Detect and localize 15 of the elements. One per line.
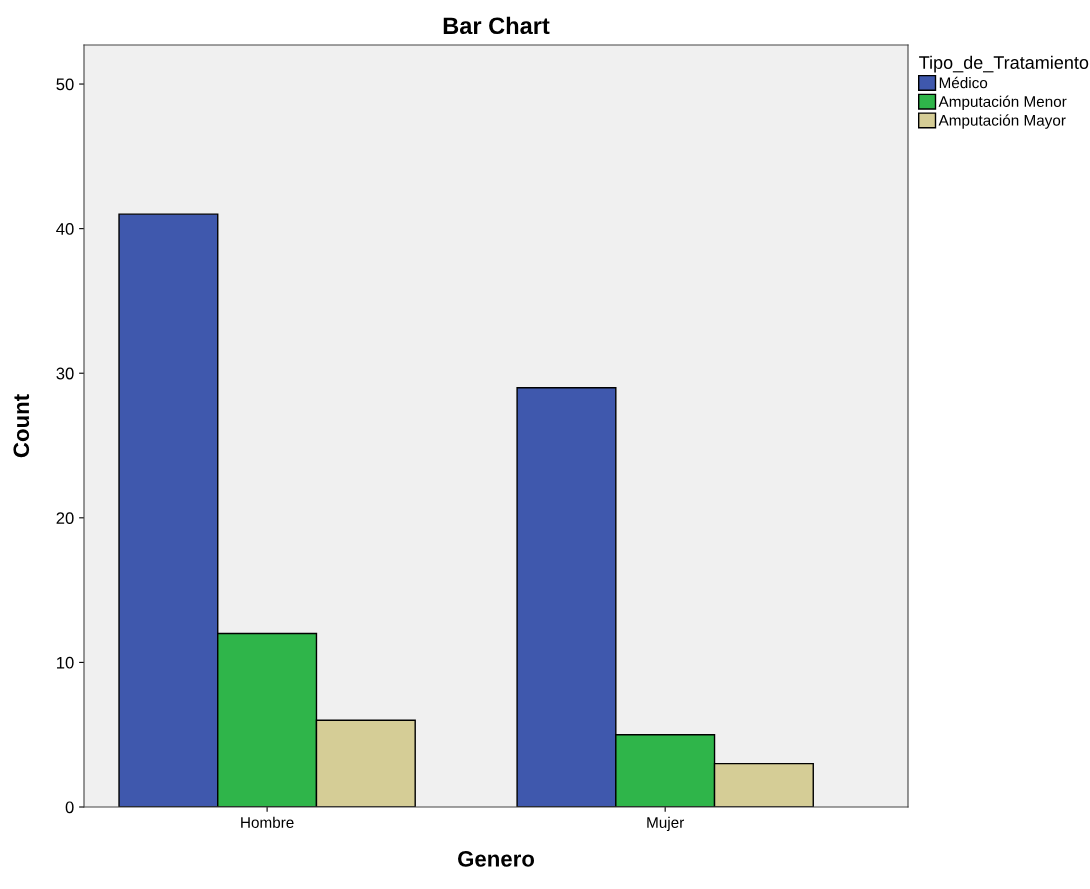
y-tick-label: 10	[57, 656, 74, 669]
chart-title: Bar Chart	[443, 16, 550, 35]
x-tick-label: Mujer	[647, 816, 685, 831]
legend-label: Amputación Menor	[938, 95, 1067, 111]
y-tick-label: 50	[56, 78, 74, 91]
x-tick-label: Hombre	[241, 816, 294, 828]
legend-title: Tipo_de_Tratamiento	[919, 55, 1089, 73]
y-tick-label: 30	[56, 367, 74, 380]
legend-label: Amputación Mayor	[938, 114, 1066, 129]
y-axis-title: Count	[13, 394, 30, 458]
y-tick-label: 40	[56, 223, 74, 235]
legend-label: Médico	[939, 76, 988, 89]
y-tick-label: 0	[65, 801, 74, 814]
x-axis-title: Genero	[458, 851, 535, 867]
y-tick-label: 20	[56, 512, 74, 525]
